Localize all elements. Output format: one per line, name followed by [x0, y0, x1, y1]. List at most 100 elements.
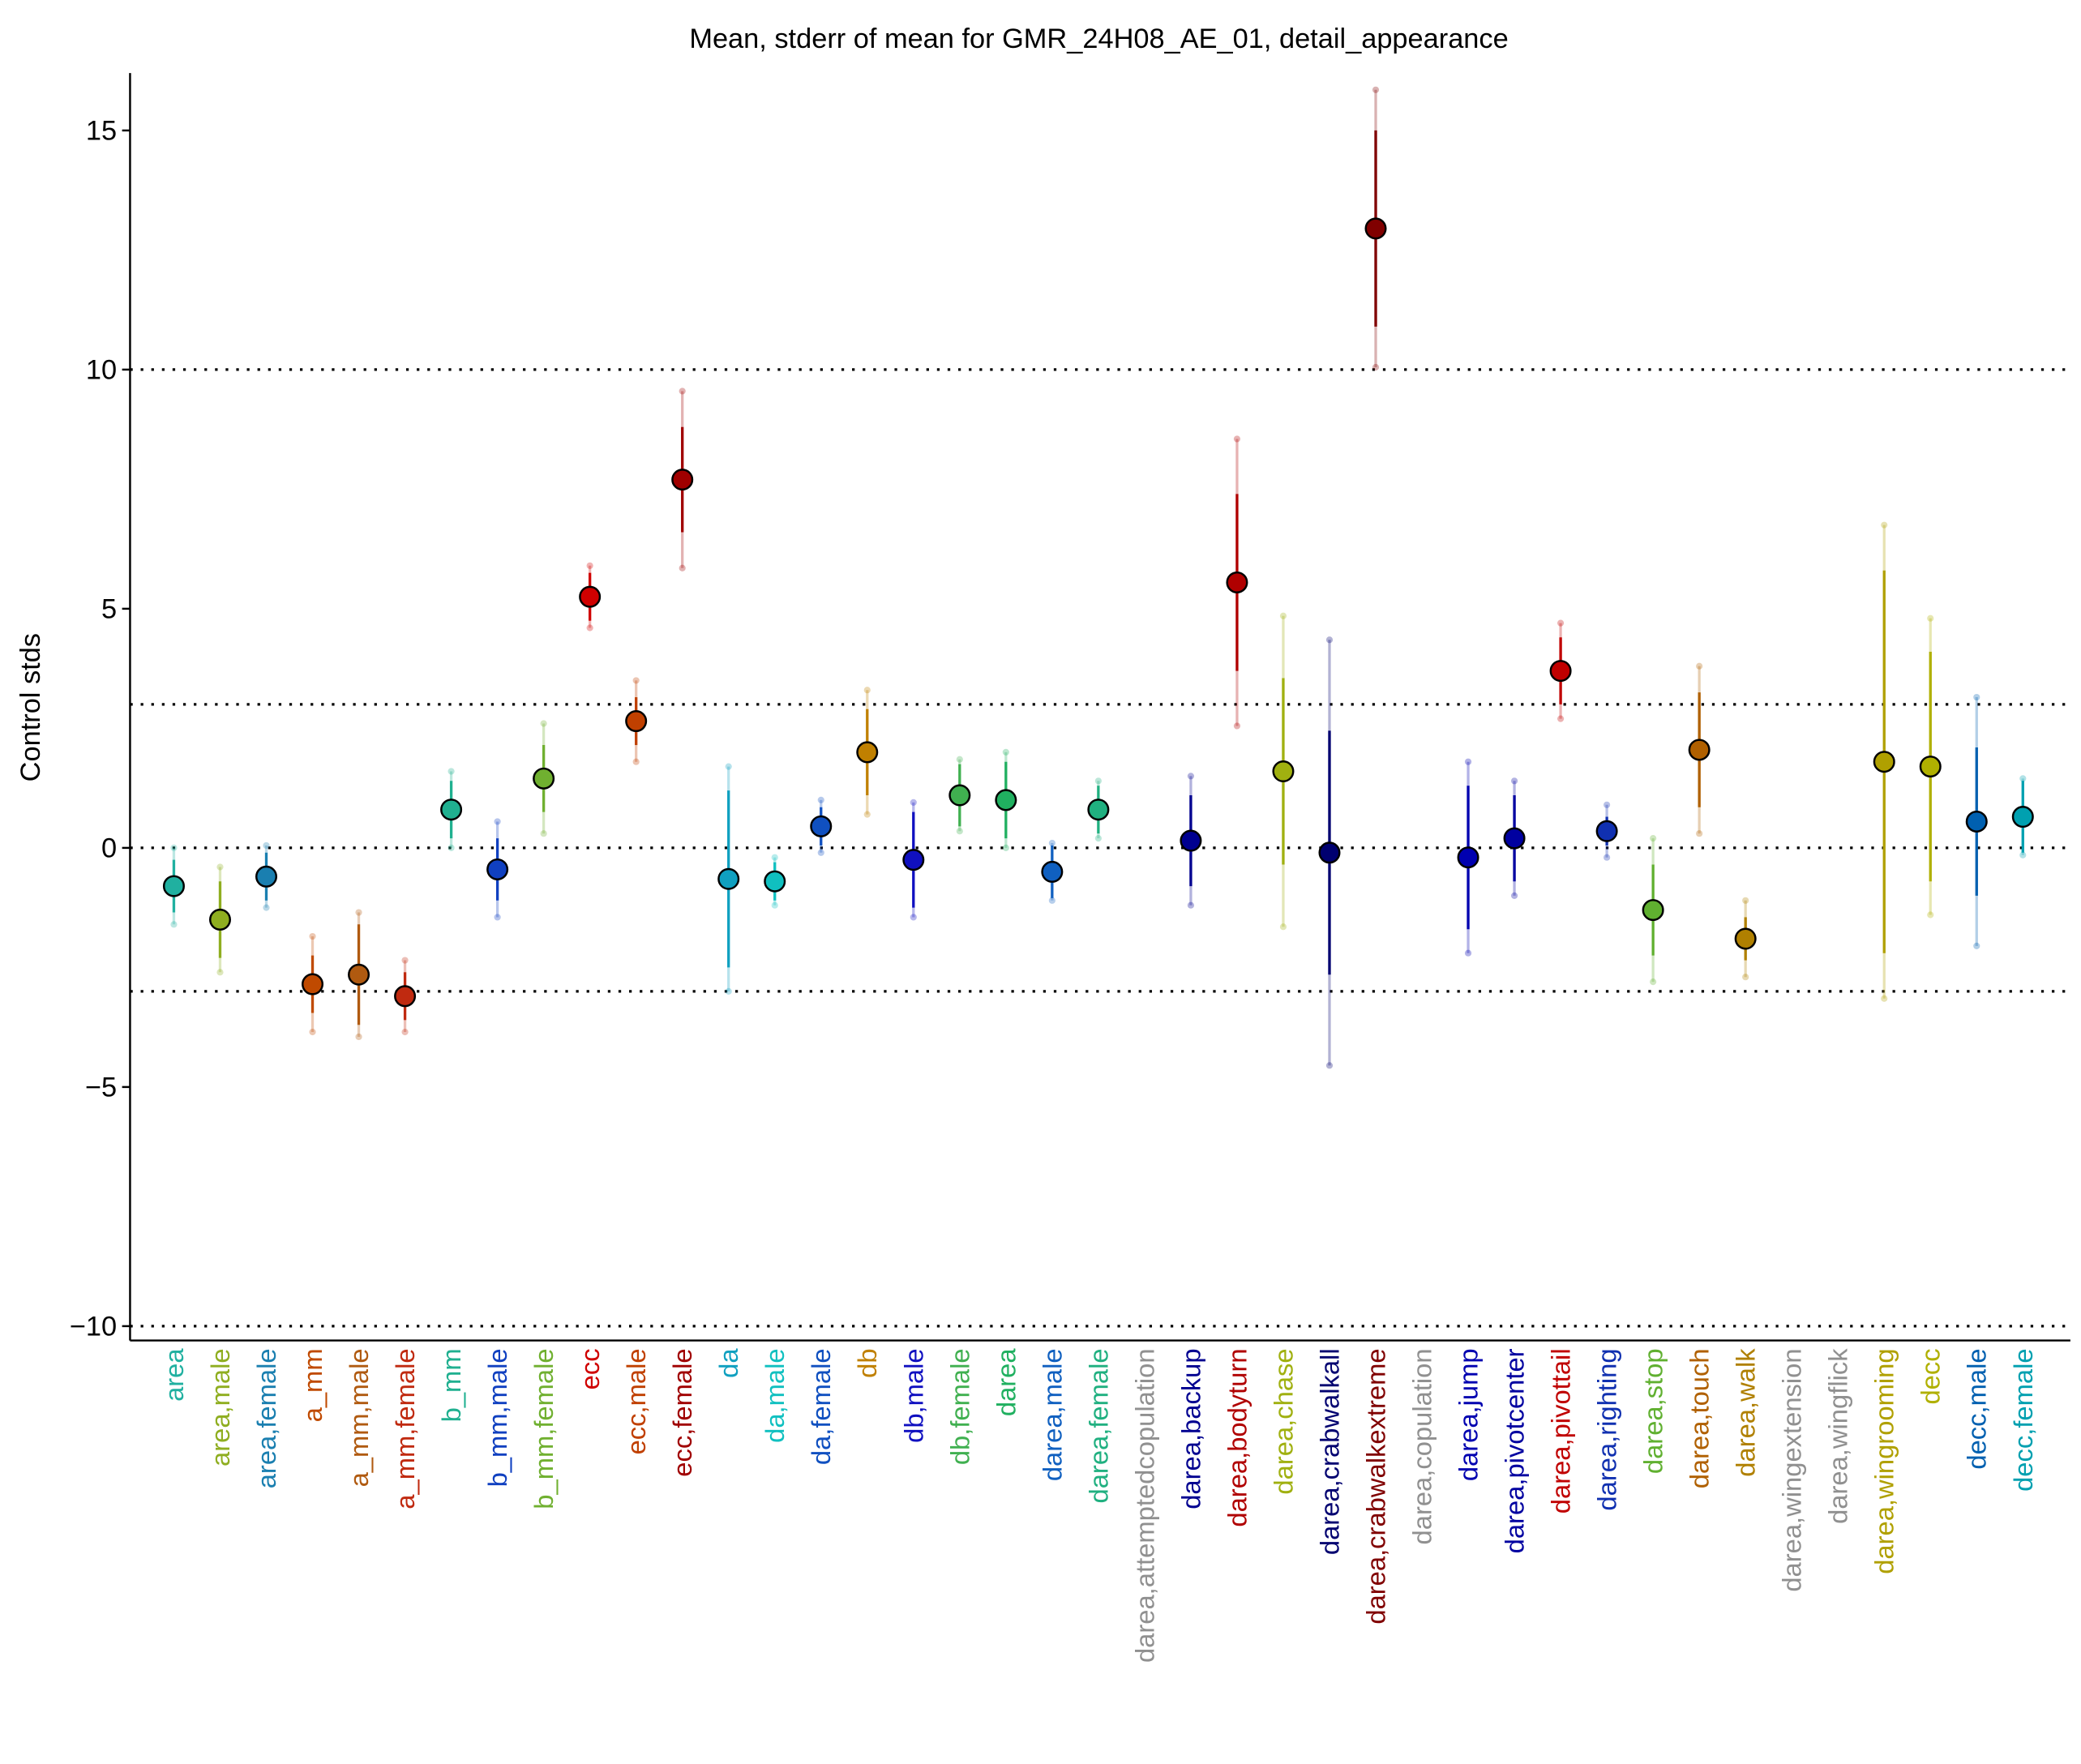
outer-end	[494, 818, 501, 825]
outer-end	[1464, 949, 1472, 957]
y-tick-label: −10	[70, 1311, 117, 1342]
outer-end	[771, 901, 778, 909]
mean-marker	[1549, 660, 1572, 683]
outer-end	[632, 758, 640, 765]
outer-end	[355, 909, 362, 916]
mean-marker	[1503, 827, 1526, 850]
outer-end	[956, 828, 963, 835]
mean-marker	[1318, 841, 1341, 864]
outer-end	[725, 763, 732, 770]
outer-end	[1973, 942, 1980, 949]
outer-end	[1325, 636, 1334, 644]
x-tick-label: area	[159, 1348, 189, 1402]
outer-end	[170, 844, 178, 851]
x-tick-label: da	[713, 1348, 743, 1378]
x-tick-label: b_mm	[436, 1348, 466, 1422]
mean-marker	[1364, 217, 1387, 240]
mean-marker	[1642, 899, 1664, 922]
mean-marker	[1965, 810, 1988, 833]
outer-end	[1510, 892, 1518, 899]
outer-end	[863, 687, 871, 694]
x-tick-label: darea,female	[1083, 1348, 1113, 1503]
outer-end	[1927, 614, 1934, 622]
x-tick-label: a_mm	[298, 1348, 328, 1422]
x-tick-label: darea,pivottail	[1546, 1348, 1576, 1514]
outer-end	[540, 720, 547, 727]
mean-marker	[302, 973, 324, 995]
outer-end	[1279, 923, 1287, 931]
x-tick-label: darea,male	[1037, 1348, 1067, 1481]
outer-end	[447, 844, 455, 851]
x-tick-label: darea	[991, 1348, 1021, 1417]
x-tick-label: darea,wingflick	[1823, 1348, 1853, 1524]
mean-marker	[1457, 846, 1479, 869]
outer-end	[817, 849, 824, 856]
x-tick-label: ecc	[575, 1348, 605, 1389]
x-tick-label: b_mm,female	[529, 1348, 559, 1509]
mean-marker	[1041, 860, 1064, 883]
mean-marker	[1873, 751, 1895, 773]
outer-end	[1881, 521, 1888, 529]
x-tick-label: darea,wingextension	[1777, 1348, 1807, 1591]
x-tick-label: decc,female	[2008, 1348, 2038, 1491]
chart-title: Mean, stderr of mean for GMR_24H08_AE_01…	[689, 24, 1508, 54]
outer-end	[1372, 86, 1380, 93]
x-tick-label: da,male	[760, 1348, 790, 1442]
outer-end	[1604, 801, 1611, 808]
outer-end	[586, 562, 593, 569]
outer-end	[1048, 839, 1055, 847]
outer-end	[1650, 978, 1657, 986]
outer-end	[1233, 435, 1241, 443]
mean-marker	[625, 710, 648, 733]
x-tick-label: a_mm,female	[390, 1348, 420, 1509]
y-tick-label: 5	[101, 593, 117, 624]
outer-end	[1927, 911, 1934, 918]
outer-end	[679, 387, 686, 395]
outer-end	[170, 921, 178, 928]
outer-end	[1604, 854, 1611, 861]
outer-end	[817, 796, 824, 803]
outer-end	[1556, 619, 1565, 627]
x-tick-label: b_mm,male	[482, 1348, 512, 1487]
x-tick-label: darea,bodyturn	[1222, 1348, 1252, 1526]
y-tick-label: 15	[86, 115, 117, 146]
y-axis-label: Control stds	[15, 633, 46, 781]
mean-marker	[764, 870, 786, 893]
outer-end	[494, 914, 501, 921]
x-tick-label: darea,copulation	[1407, 1348, 1437, 1544]
outer-end	[1510, 777, 1518, 785]
mean-marker	[1595, 820, 1618, 842]
outer-end	[2019, 775, 2027, 782]
mean-marker	[255, 865, 278, 888]
x-tick-label: darea,wingrooming	[1869, 1348, 1899, 1573]
outer-end	[1002, 844, 1009, 851]
outer-end	[1325, 1062, 1334, 1069]
mean-marker	[533, 767, 555, 790]
outer-end	[263, 841, 270, 850]
mean-marker	[948, 784, 971, 807]
mean-marker	[1688, 739, 1711, 761]
x-tick-label: da,female	[806, 1348, 836, 1465]
outer-end	[1372, 363, 1380, 371]
y-tick-label: 10	[86, 354, 117, 385]
x-tick-label: darea,pivotcenter	[1500, 1348, 1530, 1553]
outer-end	[1696, 662, 1703, 670]
mean-marker	[440, 799, 463, 821]
outer-end	[2019, 851, 2027, 858]
mean-marker	[1272, 760, 1295, 783]
mean-marker	[208, 908, 231, 931]
x-tick-label: darea,chase	[1268, 1348, 1298, 1494]
x-tick-label: area,female	[251, 1348, 281, 1488]
outer-end	[863, 811, 871, 818]
outer-end	[1650, 835, 1657, 842]
outer-end	[1094, 835, 1102, 842]
x-tick-label: darea,righting	[1592, 1348, 1622, 1510]
x-tick-label: db,male	[898, 1348, 928, 1442]
x-tick-label: decc	[1916, 1348, 1946, 1404]
outer-end	[1742, 897, 1749, 904]
outer-end	[401, 957, 409, 964]
mean-marker	[717, 867, 740, 890]
x-tick-label: ecc,female	[667, 1348, 697, 1476]
mean-marker	[2011, 806, 2034, 828]
